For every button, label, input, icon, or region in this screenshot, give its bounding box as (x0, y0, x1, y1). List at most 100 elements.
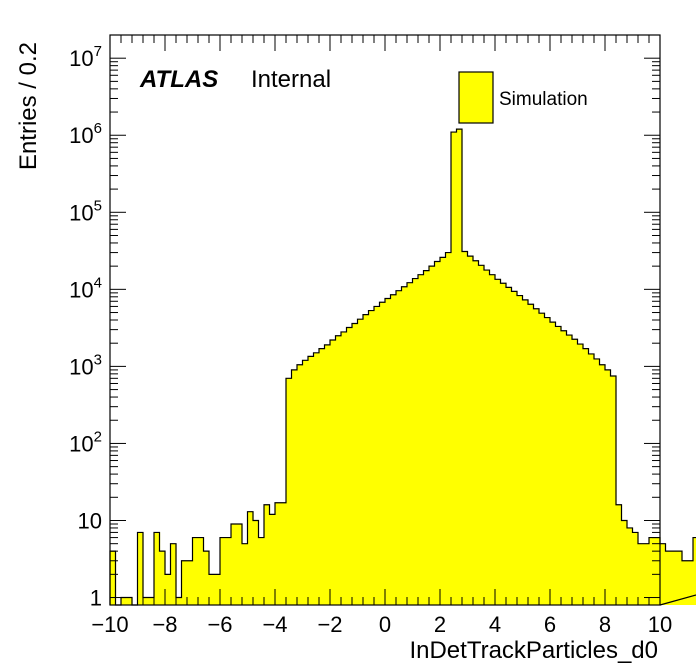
histogram-bin (533, 308, 540, 605)
histogram-bin (621, 520, 628, 605)
y-tick-label: 10 (78, 508, 102, 533)
histogram-bin (451, 132, 458, 606)
histogram-bin (165, 574, 172, 605)
x-tick-label: 2 (434, 612, 446, 637)
histogram-bin (335, 335, 342, 605)
histogram-bin (654, 537, 661, 605)
y-tick-label: 1 (90, 586, 102, 611)
histogram-bin (440, 257, 447, 605)
histogram-bin (528, 304, 535, 605)
histogram-bin (583, 348, 590, 605)
histogram-bin (341, 331, 348, 605)
y-tick-label: 106 (69, 120, 102, 148)
histogram-bin (181, 560, 188, 605)
histogram-bin (126, 597, 133, 605)
x-axis-ticks: −10 −8 −6 −4 −2 0 2 4 6 8 10 (91, 35, 672, 637)
histogram-bin (286, 378, 293, 605)
histogram-bin (473, 260, 480, 605)
histogram-bin (572, 339, 579, 605)
histogram-bin (638, 543, 645, 605)
histogram-bin (154, 532, 161, 605)
histogram-bin (484, 270, 491, 605)
histogram-bin (396, 290, 403, 605)
histogram-bin (671, 551, 678, 605)
histogram-bin (401, 286, 408, 605)
y-tick-label: 107 (69, 43, 102, 71)
histogram-bin (220, 537, 227, 605)
histogram-bin (209, 574, 216, 605)
histogram-bin (605, 369, 612, 605)
histogram-bin (187, 560, 194, 605)
histogram-bin (352, 323, 359, 605)
histogram-bin (313, 352, 320, 605)
histogram-bin (236, 524, 243, 605)
y-tick-label: 104 (69, 274, 102, 302)
histogram-bin (588, 353, 595, 605)
histogram-bin (280, 502, 287, 605)
histogram-bin (253, 520, 260, 605)
histogram-bin (176, 597, 183, 605)
histogram-bin (682, 560, 689, 605)
histogram-bin (225, 537, 232, 605)
histogram-bin (489, 274, 496, 605)
y-tick-label: 105 (69, 197, 102, 225)
histogram-bin (616, 504, 623, 605)
histogram-bin (423, 270, 430, 605)
histogram-bin (192, 537, 199, 605)
histogram-bin (660, 543, 667, 605)
histogram-bin (242, 543, 249, 605)
histogram-bin (247, 511, 254, 605)
histogram-bin (517, 295, 524, 605)
histogram-bin (511, 291, 518, 605)
histogram-bin (121, 597, 128, 605)
histogram-bin (599, 364, 606, 605)
x-tick-label: −2 (317, 612, 342, 637)
x-axis-title: InDetTrackParticles_d0 (409, 637, 658, 664)
histogram-bin (478, 265, 485, 605)
histogram-bin (264, 504, 271, 605)
histogram-bin (385, 298, 392, 605)
histogram-bin (539, 313, 546, 605)
histogram-bin (275, 502, 282, 605)
histogram-bin (324, 344, 331, 605)
x-tick-label: 0 (379, 612, 391, 637)
histogram-bin (110, 551, 117, 605)
histogram-bin (374, 306, 381, 605)
histogram-bin (418, 274, 425, 605)
histogram-bin (500, 283, 507, 605)
histogram-bin (407, 282, 414, 605)
histogram-bin (148, 597, 155, 605)
x-tick-label: 10 (648, 612, 672, 637)
histogram-bin (357, 319, 364, 605)
histogram-bin (522, 299, 529, 605)
legend-swatch-simulation (458, 71, 494, 124)
histogram-bin (687, 560, 694, 605)
histogram-bin (676, 551, 683, 605)
x-tick-label: −4 (262, 612, 287, 637)
histogram-bin (594, 358, 601, 605)
histogram-bin (302, 360, 309, 605)
y-axis-title: Entries / 0.2 (15, 42, 42, 170)
histogram-bin (258, 537, 265, 605)
histogram-bin (434, 261, 441, 605)
x-tick-label: 4 (489, 612, 501, 637)
histogram-bin (198, 537, 205, 605)
histogram-bin (412, 278, 419, 605)
histogram-bin (143, 597, 150, 605)
histogram-bin (269, 514, 276, 605)
histogram-bin (550, 322, 557, 605)
histogram-bin (566, 335, 573, 605)
histogram-bin (649, 537, 656, 605)
histogram-bin (665, 551, 672, 605)
histogram-bin (544, 317, 551, 605)
x-tick-label: −6 (207, 612, 232, 637)
histogram-bin (506, 287, 513, 605)
histogram-bin (368, 310, 375, 605)
x-tick-label: 8 (599, 612, 611, 637)
histogram-bin (445, 252, 452, 605)
histogram-bin (203, 551, 210, 605)
histogram-bin (495, 279, 502, 605)
histogram-bin (379, 302, 386, 605)
y-axis-ticks: 1 10 102 103 104 105 106 107 (69, 34, 660, 611)
